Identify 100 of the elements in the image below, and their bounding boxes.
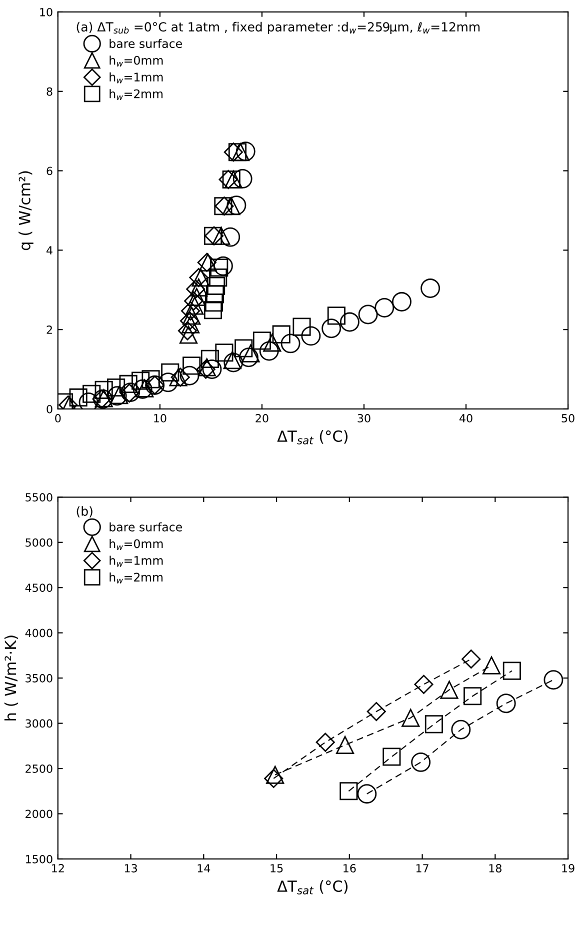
x-tick-label: 18	[489, 864, 502, 872]
point	[238, 348, 258, 368]
point	[259, 341, 279, 361]
text: (b)	[76, 506, 92, 518]
point	[340, 782, 358, 800]
point	[180, 311, 200, 330]
point	[179, 326, 198, 344]
point	[301, 326, 321, 346]
y-tick-label: 3000	[26, 719, 52, 728]
point	[336, 736, 354, 754]
point	[213, 256, 233, 276]
point	[382, 748, 401, 766]
y-tick-label: 3500	[26, 674, 52, 682]
point	[182, 356, 201, 375]
point	[392, 292, 412, 312]
point	[451, 720, 471, 740]
point	[158, 372, 178, 392]
point	[207, 276, 226, 295]
x-tick-label: 40	[459, 414, 472, 422]
point	[186, 296, 204, 315]
x-tick-label: 15	[270, 864, 283, 872]
point	[210, 258, 228, 277]
point	[236, 142, 256, 162]
point	[263, 334, 282, 352]
point	[358, 304, 378, 324]
point	[182, 315, 200, 334]
x-tick-label: 16	[344, 864, 356, 872]
point	[366, 702, 386, 722]
y-tick-label: 0	[46, 404, 52, 414]
point	[107, 378, 126, 397]
point	[411, 752, 431, 772]
point	[209, 268, 228, 287]
x-tick-label: 19	[562, 864, 574, 872]
legend-label: h$_{w}$=0mm	[110, 539, 163, 550]
x-tick-label: 50	[562, 414, 574, 422]
x-tick-label: 0	[55, 414, 61, 422]
point	[224, 352, 244, 372]
point	[119, 374, 138, 393]
legend-label: h$_{w}$=1mm	[110, 72, 163, 84]
point	[181, 301, 200, 320]
x-tick-label: 13	[124, 864, 137, 872]
point	[132, 372, 150, 390]
point	[94, 380, 113, 399]
point	[242, 344, 260, 362]
x-tick-label: 30	[358, 414, 370, 422]
point	[200, 350, 219, 368]
point	[226, 196, 246, 216]
point	[215, 344, 234, 362]
y-axis-title: q ( W/cm²)	[18, 171, 34, 250]
point	[292, 318, 311, 336]
x-tick-label: 14	[198, 864, 210, 872]
x-axis-title: ΔT$_{sat}$ (°C)	[277, 880, 348, 894]
x-tick-label: 17	[416, 864, 428, 872]
y-tick-label: 2500	[26, 764, 52, 773]
legend-label: h$_{w}$=0mm	[110, 56, 163, 67]
y-tick-label: 2000	[26, 810, 52, 818]
point	[464, 687, 482, 706]
point	[316, 732, 335, 752]
point	[420, 278, 440, 298]
y-tick-label: 10	[40, 8, 52, 16]
point	[402, 708, 420, 727]
point	[202, 360, 222, 379]
y-axis-title: h ( W/m²·K)	[4, 636, 18, 720]
y-tick-label: 6	[46, 166, 52, 176]
point	[218, 170, 238, 190]
point	[184, 291, 204, 311]
legend-label: bare surface	[110, 38, 182, 48]
y-tick-label: 4	[46, 246, 52, 254]
y-tick-label: 4000	[25, 628, 52, 638]
point	[482, 656, 501, 674]
point	[440, 680, 458, 699]
y-tick-label: 1500	[26, 854, 52, 864]
point	[212, 226, 230, 245]
point	[186, 280, 206, 299]
point	[252, 332, 271, 350]
point	[228, 143, 247, 162]
point	[204, 301, 222, 320]
point	[220, 227, 240, 247]
y-tick-label: 4500	[25, 584, 52, 592]
point	[544, 670, 564, 690]
point	[280, 334, 300, 354]
point	[161, 363, 180, 382]
point	[424, 715, 443, 734]
point	[232, 168, 252, 188]
point	[180, 366, 200, 386]
x-tick-label: 10	[154, 414, 166, 422]
y-tick-label: 5000	[26, 538, 52, 547]
point	[496, 694, 516, 714]
point	[224, 142, 243, 162]
point	[234, 339, 253, 358]
point	[502, 662, 521, 680]
point	[322, 318, 342, 338]
y-tick-label: 5500	[26, 493, 52, 502]
point	[204, 294, 224, 312]
point	[82, 384, 101, 403]
point	[223, 351, 242, 370]
point	[182, 306, 201, 325]
x-tick-label: 20	[256, 414, 268, 422]
point	[357, 784, 377, 804]
point	[266, 766, 284, 784]
